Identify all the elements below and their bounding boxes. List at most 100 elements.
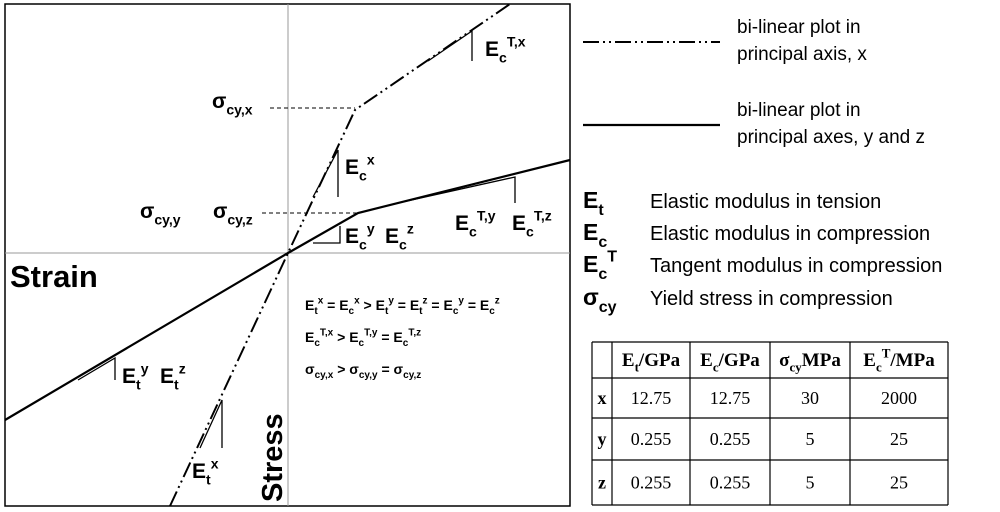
subscript: c bbox=[359, 167, 367, 183]
row-header: z bbox=[598, 473, 606, 493]
text-part: E bbox=[583, 187, 598, 213]
slope-triangle bbox=[199, 399, 223, 449]
legend-text: bi-linear plot in bbox=[737, 17, 861, 38]
table-cell: 25 bbox=[890, 473, 908, 493]
text-part: E bbox=[160, 365, 174, 388]
table-cell: 0.255 bbox=[710, 473, 751, 493]
table-cell: 5 bbox=[806, 473, 815, 493]
superscript: z bbox=[495, 296, 500, 307]
table-cell: 12.75 bbox=[631, 388, 672, 408]
subscript: c bbox=[526, 223, 534, 239]
text-part: E bbox=[385, 225, 399, 248]
superscript: x bbox=[367, 152, 375, 168]
text-part: σ bbox=[779, 350, 790, 371]
row-header: y bbox=[598, 429, 607, 449]
subscript: c bbox=[713, 360, 719, 375]
text-part: E bbox=[305, 329, 314, 345]
subscript: c bbox=[876, 360, 882, 375]
text-part: /GPa bbox=[718, 350, 761, 371]
label: Et bbox=[583, 187, 604, 219]
symbol-description: Tangent modulus in compression bbox=[650, 255, 942, 277]
slope-triangle bbox=[312, 149, 339, 198]
label: Ety bbox=[122, 361, 149, 393]
superscript: z bbox=[423, 296, 428, 307]
subscript: t bbox=[635, 360, 640, 375]
superscript: T,z bbox=[534, 208, 552, 224]
superscript: x bbox=[354, 296, 360, 307]
superscript: y bbox=[141, 361, 149, 377]
superscript: y bbox=[388, 296, 394, 307]
table-cell: 0.255 bbox=[631, 473, 672, 493]
subscript: cy,y bbox=[154, 211, 180, 227]
symbol-description: Yield stress in compression bbox=[650, 288, 893, 310]
label: Ec/GPa bbox=[700, 350, 760, 375]
label: Ecy bbox=[345, 221, 375, 253]
slope-triangle bbox=[427, 29, 473, 62]
subscript: t bbox=[385, 306, 389, 317]
table-cell: 12.75 bbox=[710, 388, 751, 408]
text-part: E bbox=[122, 365, 136, 388]
label: EcT,x bbox=[485, 34, 526, 66]
label: σcy bbox=[583, 284, 617, 316]
text-part: > E bbox=[360, 297, 385, 313]
label: EcT,x > EcT,y = EcT,z bbox=[305, 328, 421, 350]
label: σcyMPa bbox=[779, 350, 841, 375]
label: Ecx bbox=[345, 152, 375, 184]
subscript: cy,z bbox=[403, 370, 421, 381]
text-part: > σ bbox=[333, 361, 359, 377]
text-part: E bbox=[863, 350, 876, 371]
subscript: t bbox=[206, 471, 211, 487]
superscript: y bbox=[458, 296, 464, 307]
subscript: c bbox=[598, 266, 607, 283]
text-part: = E bbox=[394, 297, 419, 313]
subscript: c bbox=[359, 236, 367, 252]
text-part: E bbox=[583, 219, 598, 245]
subscript: t bbox=[598, 202, 604, 219]
subscript: cy,x bbox=[226, 101, 252, 117]
stress-label: Stress bbox=[257, 413, 289, 502]
table-cell: 0.255 bbox=[631, 429, 672, 449]
subscript: t bbox=[136, 376, 141, 392]
text-part: = E bbox=[464, 297, 489, 313]
text-part: σ bbox=[140, 200, 154, 223]
label: EcT bbox=[583, 249, 617, 283]
subscript: t bbox=[314, 306, 318, 317]
subscript: cy,y bbox=[359, 370, 378, 381]
text-part: = E bbox=[428, 297, 453, 313]
table-cell: 0.255 bbox=[710, 429, 751, 449]
subscript: t bbox=[419, 306, 423, 317]
table-cell: 5 bbox=[806, 429, 815, 449]
slope-triangle bbox=[313, 226, 341, 244]
subscript: c bbox=[499, 49, 507, 65]
text-part: E bbox=[345, 225, 359, 248]
superscript: y bbox=[367, 221, 375, 237]
superscript: x bbox=[211, 456, 219, 472]
superscript: z bbox=[407, 221, 414, 237]
symbol-description: Elastic modulus in tension bbox=[650, 191, 881, 213]
text-part: E bbox=[305, 297, 314, 313]
superscript: T,x bbox=[320, 328, 334, 339]
subscript: c bbox=[403, 338, 409, 349]
text-part: = E bbox=[323, 297, 348, 313]
superscript: z bbox=[179, 361, 186, 377]
symbol-description: Elastic modulus in compression bbox=[650, 223, 930, 245]
legend-text: principal axis, x bbox=[737, 44, 867, 65]
slope-triangle bbox=[77, 356, 116, 381]
text-part: σ bbox=[305, 361, 315, 377]
table-cell: 2000 bbox=[881, 388, 917, 408]
superscript: T,y bbox=[364, 328, 378, 339]
text-part: E bbox=[485, 38, 499, 61]
label: Etx = Ecx > Ety = Etz = Ecy = Ecz bbox=[305, 296, 500, 318]
text-part: E bbox=[622, 350, 635, 371]
curve-x bbox=[169, 3, 511, 507]
subscript: t bbox=[174, 376, 179, 392]
text-part: σ bbox=[583, 284, 599, 310]
superscript: T bbox=[607, 249, 617, 266]
row-header: x bbox=[598, 388, 607, 408]
text-part: = σ bbox=[378, 361, 404, 377]
subscript: cy bbox=[790, 360, 803, 375]
table-cell: 25 bbox=[890, 429, 908, 449]
subscript: c bbox=[359, 338, 365, 349]
superscript: T,z bbox=[408, 328, 421, 339]
